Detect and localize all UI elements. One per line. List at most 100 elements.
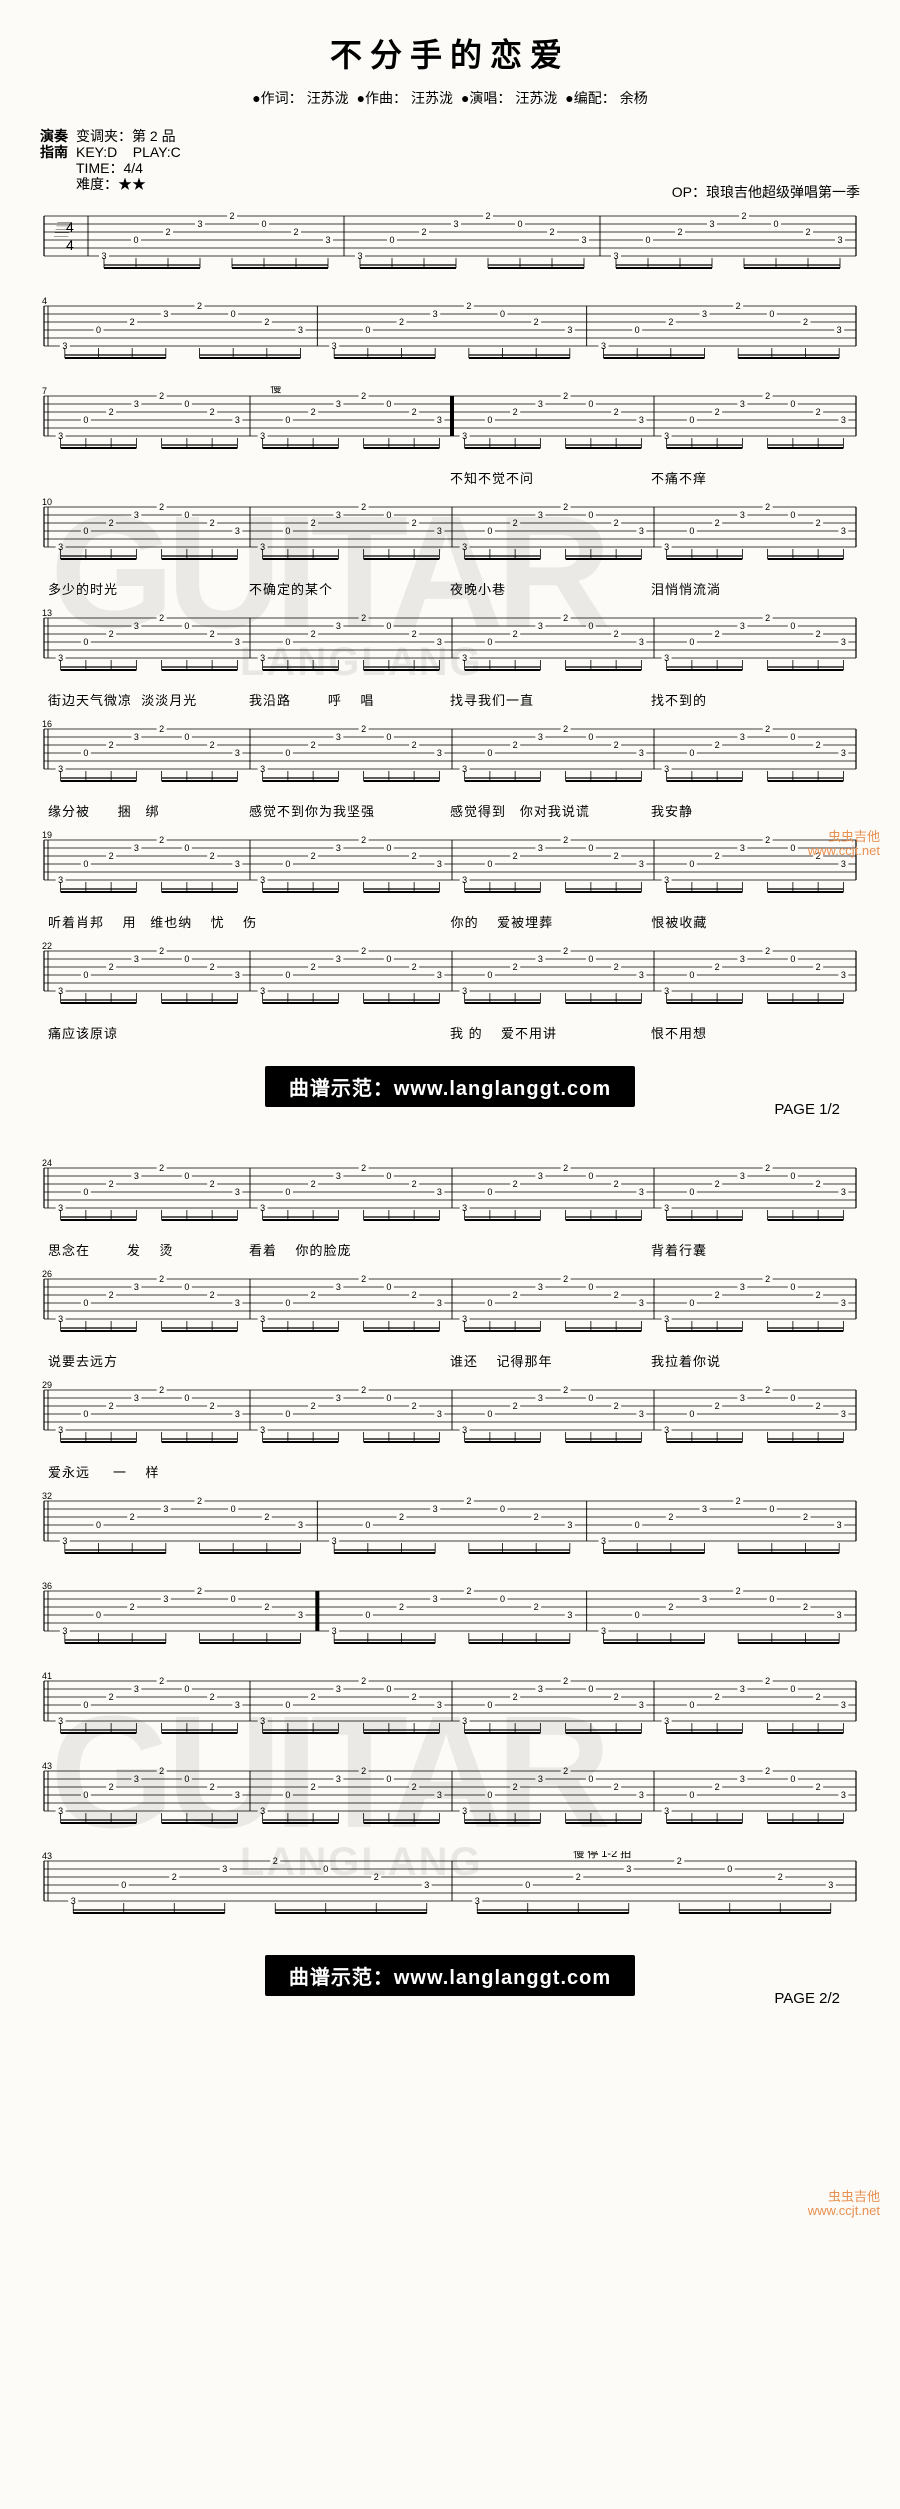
svg-text:0: 0 (588, 843, 593, 853)
svg-text:2: 2 (311, 518, 316, 528)
svg-text:3: 3 (336, 510, 341, 520)
lyric-line: 听着肖邦 用 维也纳 忧 伤你的 爱被埋葬恨被收藏 (40, 910, 860, 931)
svg-text:0: 0 (83, 1409, 88, 1419)
svg-text:2: 2 (563, 1676, 568, 1686)
svg-text:3: 3 (134, 954, 139, 964)
svg-text:2: 2 (109, 962, 114, 972)
svg-text:0: 0 (83, 1700, 88, 1710)
lyric-line: 街边天气微凉 淡淡月光我沿路 呼 唱找寻我们一直找不到的 (40, 688, 860, 709)
svg-text:2: 2 (513, 629, 518, 639)
svg-text:2: 2 (210, 1401, 215, 1411)
svg-text:2: 2 (614, 1179, 619, 1189)
svg-text:0: 0 (184, 1282, 189, 1292)
svg-text:3: 3 (740, 1171, 745, 1181)
svg-text:3: 3 (841, 1409, 846, 1419)
svg-text:2: 2 (109, 1401, 114, 1411)
svg-text:2: 2 (361, 391, 366, 401)
svg-text:3: 3 (538, 510, 543, 520)
svg-text:2: 2 (311, 629, 316, 639)
svg-text:3: 3 (639, 415, 644, 425)
svg-text:2: 2 (736, 1586, 741, 1596)
svg-text:0: 0 (588, 621, 593, 631)
svg-text:3: 3 (538, 1774, 543, 1784)
svg-text:3: 3 (837, 235, 842, 245)
svg-text:2: 2 (311, 1179, 316, 1189)
tab-staff: 3023202330232023302320233023202322 (40, 941, 860, 1021)
svg-text:0: 0 (184, 1774, 189, 1784)
svg-text:0: 0 (689, 748, 694, 758)
svg-text:0: 0 (386, 399, 391, 409)
svg-text:29: 29 (42, 1380, 52, 1390)
svg-text:0: 0 (689, 526, 694, 536)
svg-text:2: 2 (412, 1290, 417, 1300)
svg-text:3: 3 (639, 1700, 644, 1710)
svg-text:2: 2 (361, 502, 366, 512)
tab-staff: 3023202330232023302320233023202329 (40, 1380, 860, 1460)
svg-text:3: 3 (702, 309, 707, 319)
svg-text:2: 2 (715, 1692, 720, 1702)
svg-text:2: 2 (513, 518, 518, 528)
svg-text:2: 2 (210, 740, 215, 750)
svg-text:2: 2 (412, 851, 417, 861)
svg-text:26: 26 (42, 1269, 52, 1279)
svg-text:2: 2 (109, 1692, 114, 1702)
svg-text:2: 2 (361, 1385, 366, 1395)
svg-text:3: 3 (134, 732, 139, 742)
svg-text:0: 0 (525, 1880, 530, 1890)
svg-text:2: 2 (614, 1401, 619, 1411)
svg-text:3: 3 (581, 235, 586, 245)
svg-text:0: 0 (487, 1187, 492, 1197)
svg-text:2: 2 (311, 407, 316, 417)
svg-text:0: 0 (487, 415, 492, 425)
svg-text:2: 2 (576, 1872, 581, 1882)
svg-text:2: 2 (765, 1385, 770, 1395)
svg-text:0: 0 (487, 748, 492, 758)
svg-text:41: 41 (42, 1671, 52, 1681)
svg-text:2: 2 (816, 629, 821, 639)
svg-text:3: 3 (538, 954, 543, 964)
svg-text:2: 2 (412, 1401, 417, 1411)
svg-text:0: 0 (689, 859, 694, 869)
svg-text:2: 2 (513, 962, 518, 972)
svg-text:2: 2 (668, 1602, 673, 1612)
svg-text:2: 2 (361, 1274, 366, 1284)
svg-text:0: 0 (769, 309, 774, 319)
svg-text:2: 2 (130, 1602, 135, 1612)
svg-text:4: 4 (66, 237, 74, 253)
svg-text:3: 3 (134, 1393, 139, 1403)
svg-text:3: 3 (437, 526, 442, 536)
svg-text:0: 0 (689, 1790, 694, 1800)
svg-text:0: 0 (386, 1774, 391, 1784)
svg-text:2: 2 (361, 724, 366, 734)
svg-text:0: 0 (790, 1684, 795, 1694)
svg-text:2: 2 (412, 1692, 417, 1702)
svg-text:2: 2 (197, 1586, 202, 1596)
svg-text:2: 2 (614, 1290, 619, 1300)
svg-text:0: 0 (285, 637, 290, 647)
svg-text:2: 2 (765, 502, 770, 512)
svg-text:0: 0 (386, 843, 391, 853)
svg-text:2: 2 (614, 962, 619, 972)
svg-text:3: 3 (298, 1610, 303, 1620)
svg-text:2: 2 (563, 1766, 568, 1776)
svg-text:3: 3 (235, 1298, 240, 1308)
svg-text:0: 0 (689, 637, 694, 647)
svg-text:0: 0 (83, 970, 88, 980)
svg-text:3: 3 (437, 415, 442, 425)
svg-text:3: 3 (538, 732, 543, 742)
svg-text:3: 3 (235, 1187, 240, 1197)
svg-text:3: 3 (235, 1409, 240, 1419)
svg-text:2: 2 (273, 1856, 278, 1866)
svg-text:2: 2 (412, 518, 417, 528)
svg-text:2: 2 (715, 407, 720, 417)
svg-text:0: 0 (386, 1171, 391, 1181)
svg-text:2: 2 (715, 1179, 720, 1189)
svg-text:2: 2 (765, 1676, 770, 1686)
svg-text:0: 0 (285, 1409, 290, 1419)
svg-text:2: 2 (513, 851, 518, 861)
svg-text:2: 2 (159, 835, 164, 845)
tab-staff: 302320233023202330232023302320237慢 (40, 386, 860, 466)
svg-text:0: 0 (500, 1504, 505, 1514)
lyric-line: 说要去远方谁还 记得那年我拉着你说 (40, 1349, 860, 1370)
svg-text:2: 2 (412, 629, 417, 639)
